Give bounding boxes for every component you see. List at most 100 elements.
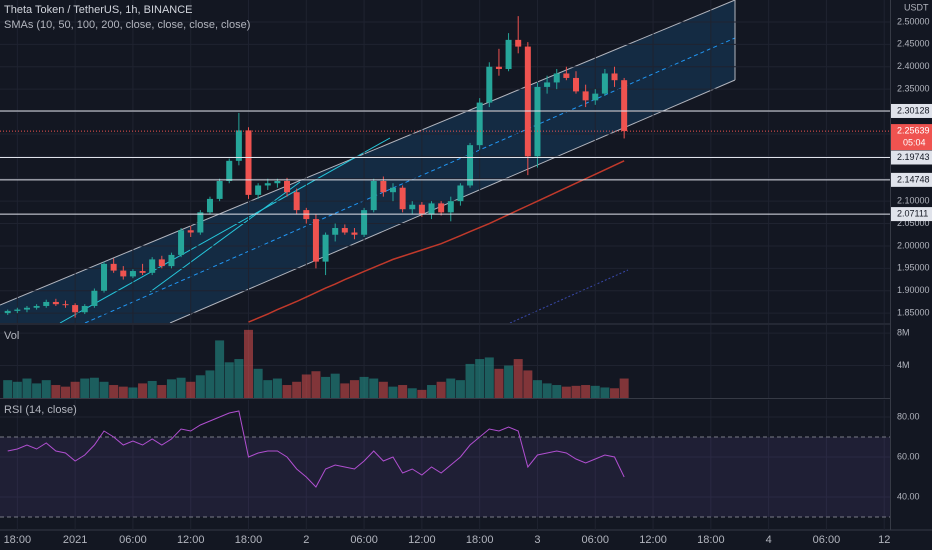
time-label: 18:00 [4,534,32,546]
price-label: 1.85000 [897,308,930,318]
volume-bar [263,380,273,398]
candle-body [43,301,50,306]
candle-body [216,180,223,199]
volume-bar [369,378,379,398]
time-label: 12:00 [639,534,667,546]
candle-body [428,203,435,215]
candle-body [515,39,522,47]
volume-bar [186,381,196,398]
price-label: 1.90000 [897,285,930,295]
time-label: 18:00 [697,534,725,546]
price-label: 2.05000 [897,218,930,228]
candle-body [438,203,445,213]
price-label: 8M [897,327,910,337]
candle-body [129,271,136,277]
price-label: 2.50000 [897,16,930,26]
volume-bar [128,387,138,398]
volume-bar [60,386,70,398]
volume-bar [571,385,581,398]
volume-bar [455,380,465,398]
volume-bar [446,378,456,398]
channel-top [0,0,736,306]
volume-bar [427,385,437,398]
candle-body [592,93,599,101]
candle-body [534,86,541,157]
candle-body [553,73,560,83]
volume-bar [388,386,398,398]
indicator-legend: SMAs (10, 50, 100, 200, close, close, cl… [4,19,250,31]
volume-bar [542,383,552,398]
volume-bar [436,381,446,398]
volume-bar [138,383,148,398]
time-label: 12 [878,534,890,546]
volume-bar [70,381,80,398]
candle-body [399,187,406,210]
volume-bar [215,340,225,398]
candle-body [245,130,252,195]
time-label: 12:00 [177,534,205,546]
volume-bar [475,359,485,398]
volume-bar [292,381,302,398]
candle-body [178,230,185,255]
candle-body [457,185,464,202]
volume-bar [340,383,350,398]
level-tag [891,172,932,187]
pane-title: Vol [4,330,19,342]
volume-bar [552,385,562,398]
time-label: 06:00 [119,534,147,546]
time-label: 06:00 [350,534,378,546]
price-label: 2.45000 [897,39,930,49]
volume-bar [349,380,359,398]
volume-bar [590,385,600,398]
price-label: 4M [897,360,910,370]
volume-bar [513,359,523,398]
candle-body [351,232,358,235]
price-label: 2.10000 [897,196,930,206]
time-label: 4 [766,534,772,546]
volume-bar [407,388,417,398]
volume-bar [523,370,533,398]
price-label: 80.00 [897,411,920,421]
symbol-title: Theta Token / TetherUS, 1h, BINANCE [4,4,193,16]
volume-bar [147,380,157,398]
volume-bar [89,377,99,398]
volume-bar [41,380,51,398]
candle-body [621,80,628,132]
candle-body [341,228,348,233]
rsi-line [7,410,625,488]
candle-body [284,180,291,193]
price-label: 2.40000 [897,61,930,71]
candle-body [467,145,474,186]
candle-body [312,219,319,262]
price-label: 40.00 [897,491,920,501]
candle-body [91,290,98,306]
volume-bar [610,388,620,398]
candle-body [235,130,242,161]
candle-body [14,309,21,311]
volume-bar [398,385,408,398]
candle-body [524,46,531,157]
volume-bar [12,381,22,398]
time-label: 18:00 [466,534,494,546]
volume-bar [532,380,542,398]
candle-body [611,73,618,81]
last-price-label: 2.25639 [897,125,930,135]
candle-body [601,73,608,94]
time-label: 12:00 [408,534,436,546]
volume-bar [359,376,369,398]
volume-bar [32,383,42,398]
candle-body [332,228,339,235]
volume-bar [504,365,514,398]
candle-body [582,91,589,101]
candle-body [486,66,493,103]
price-label: 2.00000 [897,240,930,250]
time-label: 06:00 [813,534,841,546]
candle-body [158,259,165,267]
volume-bar [465,363,475,398]
candle-body [52,301,59,305]
parallel-channel [0,0,735,323]
candle-body [322,234,329,262]
volume-bar [109,385,119,398]
volume-bar [22,378,32,398]
candle-body [226,160,233,181]
